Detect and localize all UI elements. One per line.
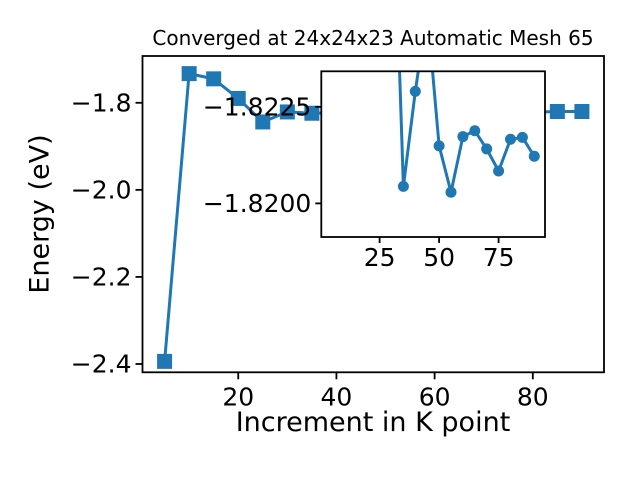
x-tick-label: 50	[423, 243, 455, 272]
x-tick-label: 40	[321, 382, 353, 411]
inset-series-markers	[397, 5, 540, 198]
data-point-marker	[157, 353, 173, 369]
x-tick-label: 75	[483, 243, 515, 272]
x-tick-label: 80	[517, 382, 549, 411]
x-tick-label: 25	[364, 243, 396, 272]
data-point-marker	[549, 104, 565, 120]
data-point-marker	[469, 125, 481, 137]
y-tick-label: −2.0	[71, 175, 132, 204]
data-point-marker	[255, 114, 271, 130]
x-axis-label: Increment in K point	[236, 407, 511, 438]
data-point-marker	[445, 186, 457, 198]
data-point-marker	[409, 85, 421, 97]
data-point-marker	[433, 140, 445, 152]
plot-layer: 20 40 60 80 −1.8 −2.0 −2.2 −2.4 25 50 75 −1.8225 −1.…	[71, 5, 605, 411]
inset-background	[321, 71, 545, 237]
main-spines	[141, 55, 605, 374]
data-point-marker	[528, 150, 540, 162]
data-point-marker	[206, 71, 222, 87]
data-point-marker	[481, 143, 493, 155]
y-tick-label: −1.8225	[203, 92, 311, 121]
inset-spines	[320, 70, 546, 238]
x-tick-label: 20	[222, 382, 254, 411]
data-point-marker	[397, 180, 409, 192]
data-point-marker	[574, 104, 590, 120]
y-tick-label: −2.2	[71, 262, 132, 291]
chart-title: Converged at 24x24x23 Automatic Mesh 65	[152, 26, 593, 50]
data-point-marker	[504, 133, 516, 145]
data-point-marker	[516, 131, 528, 143]
data-point-marker	[457, 131, 469, 143]
x-tick-label: 60	[419, 382, 451, 411]
data-point-marker	[230, 90, 246, 106]
data-point-marker	[493, 165, 505, 177]
y-tick-label: −2.4	[71, 349, 132, 378]
data-point-marker	[304, 105, 320, 121]
inset-axes: 25 50 75 −1.8225 −1.8200	[203, 5, 546, 272]
data-point-marker	[279, 104, 295, 120]
y-tick-label: −1.8200	[203, 189, 311, 218]
data-point-marker	[181, 66, 197, 82]
y-tick-label: −1.8	[71, 88, 132, 117]
y-axis-label: Energy (eV)	[25, 134, 56, 293]
data-point-marker	[422, 5, 433, 16]
